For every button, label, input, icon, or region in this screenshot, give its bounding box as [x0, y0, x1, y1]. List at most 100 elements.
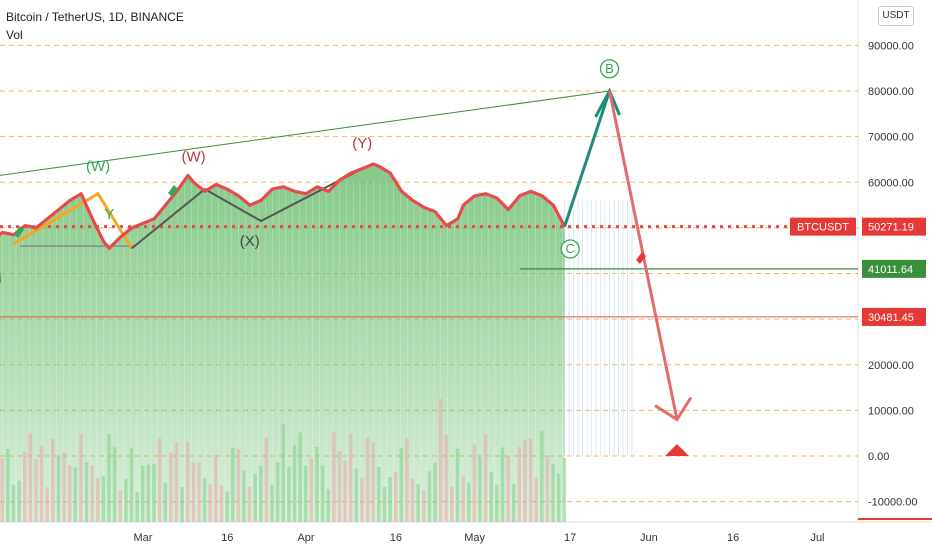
volume-bar — [416, 484, 420, 522]
forecast-up-arrow[interactable] — [563, 90, 611, 228]
volume-bar — [275, 462, 280, 522]
volume-bar — [264, 437, 269, 522]
wave-label-circle — [560, 239, 580, 259]
volume-bar — [96, 477, 100, 522]
volume-bar — [157, 438, 162, 522]
price-tick-label: 60000.00 — [868, 177, 914, 189]
wave-label: B — [605, 61, 614, 76]
price-tick-label: -10000.00 — [868, 497, 918, 509]
volume-bar — [84, 462, 89, 522]
volume-bar — [348, 434, 353, 522]
volume-bar — [315, 446, 319, 522]
forecast-up-arrowhead — [594, 87, 621, 118]
volume-bar — [489, 471, 493, 522]
volume-bar — [270, 484, 274, 522]
down-target-triangle — [664, 444, 689, 456]
ticker-badge — [790, 217, 856, 236]
volume-bar — [326, 488, 330, 522]
volume-bar — [124, 479, 128, 522]
volume-bar — [236, 448, 241, 522]
volume-bar — [455, 448, 460, 522]
volume-bar — [309, 458, 314, 522]
rocket-icon — [14, 226, 24, 238]
volume-bar — [354, 468, 359, 522]
price-tick-label: 20000.00 — [868, 360, 914, 372]
volume-bar — [427, 471, 432, 522]
time-tick-label: Jul — [810, 532, 824, 544]
wave-label-circle — [599, 59, 620, 79]
time-tick-label: Jun — [640, 532, 658, 544]
volume-bar — [472, 444, 477, 522]
volume-bar — [382, 486, 387, 522]
forecast-down-arrowhead — [654, 396, 693, 422]
volume-indicator-label[interactable]: Vol — [6, 28, 23, 42]
volume-bar — [320, 465, 325, 522]
volume-bar — [556, 473, 561, 522]
volume-bar — [202, 478, 207, 522]
wave-orange — [12, 191, 134, 250]
time-tick-label: 17 — [564, 532, 576, 544]
volume-bar — [281, 424, 286, 522]
volume-bar — [45, 487, 49, 522]
volume-bar — [17, 480, 21, 522]
time-tick-label: Mar — [134, 532, 153, 544]
volume-bar — [393, 472, 398, 522]
symbol-title[interactable]: Bitcoin / TetherUS, 1D, BINANCE — [6, 10, 184, 24]
currency-badge[interactable]: USDT — [878, 6, 914, 26]
volume-bar — [230, 447, 235, 522]
volume-bar — [51, 438, 55, 522]
wave-dark — [131, 167, 363, 250]
volume-bar — [562, 457, 567, 522]
price-tick-label: 90000.00 — [868, 40, 914, 52]
wave-label: C — [565, 241, 574, 256]
volume-bar — [483, 434, 488, 522]
price-level-label: 41011.64 — [868, 264, 913, 276]
volume-bar — [34, 459, 38, 522]
volume-bar — [0, 458, 4, 522]
volume-bar — [39, 445, 44, 522]
rocket-icon — [636, 252, 646, 264]
volume-bar — [242, 470, 246, 522]
price-level-badge — [862, 259, 926, 278]
price-level-badge — [862, 307, 926, 326]
time-tick-label: 16 — [727, 532, 739, 544]
volume-bar — [129, 447, 134, 522]
volume-bar — [56, 455, 61, 522]
volume-bar — [28, 432, 33, 522]
volume-bar — [73, 467, 78, 522]
volume-bar — [146, 464, 151, 522]
volume-bar — [540, 431, 544, 522]
volume-bar — [534, 477, 538, 522]
volume-bar — [388, 476, 392, 522]
volume-bar — [219, 485, 224, 522]
volume-bar — [292, 444, 297, 522]
price-line[interactable] — [0, 162, 567, 287]
volume-bar — [365, 437, 370, 522]
volume-bar — [79, 434, 83, 522]
chart-legend: Bitcoin / TetherUS, 1D, BINANCE Vol — [6, 8, 184, 44]
price-tick-label: 80000.00 — [868, 86, 914, 98]
volume-bar — [444, 435, 449, 522]
price-level-label: 30481.45 — [868, 312, 914, 324]
volume-bar — [214, 454, 218, 522]
volume-bar — [433, 462, 437, 522]
volume-bar — [343, 460, 347, 522]
volume-bar — [185, 442, 190, 522]
volume-bar — [287, 467, 291, 522]
price-level-label: 50271.19 — [868, 222, 914, 234]
time-tick-label: May — [464, 532, 485, 544]
volume-bar — [332, 432, 336, 522]
volume-bar — [517, 446, 522, 522]
volume-bar — [450, 486, 454, 522]
volume-bar — [528, 438, 533, 522]
volume-bar — [304, 465, 308, 522]
volume-bar — [107, 433, 111, 522]
wave-label: (W) — [182, 149, 206, 166]
volume-bar — [438, 398, 443, 522]
price-tick-label: 0.00 — [868, 451, 889, 463]
volume-bar — [135, 491, 139, 522]
volume-bar — [495, 484, 499, 522]
volume-bar — [112, 447, 117, 522]
volume-bar — [371, 442, 375, 522]
